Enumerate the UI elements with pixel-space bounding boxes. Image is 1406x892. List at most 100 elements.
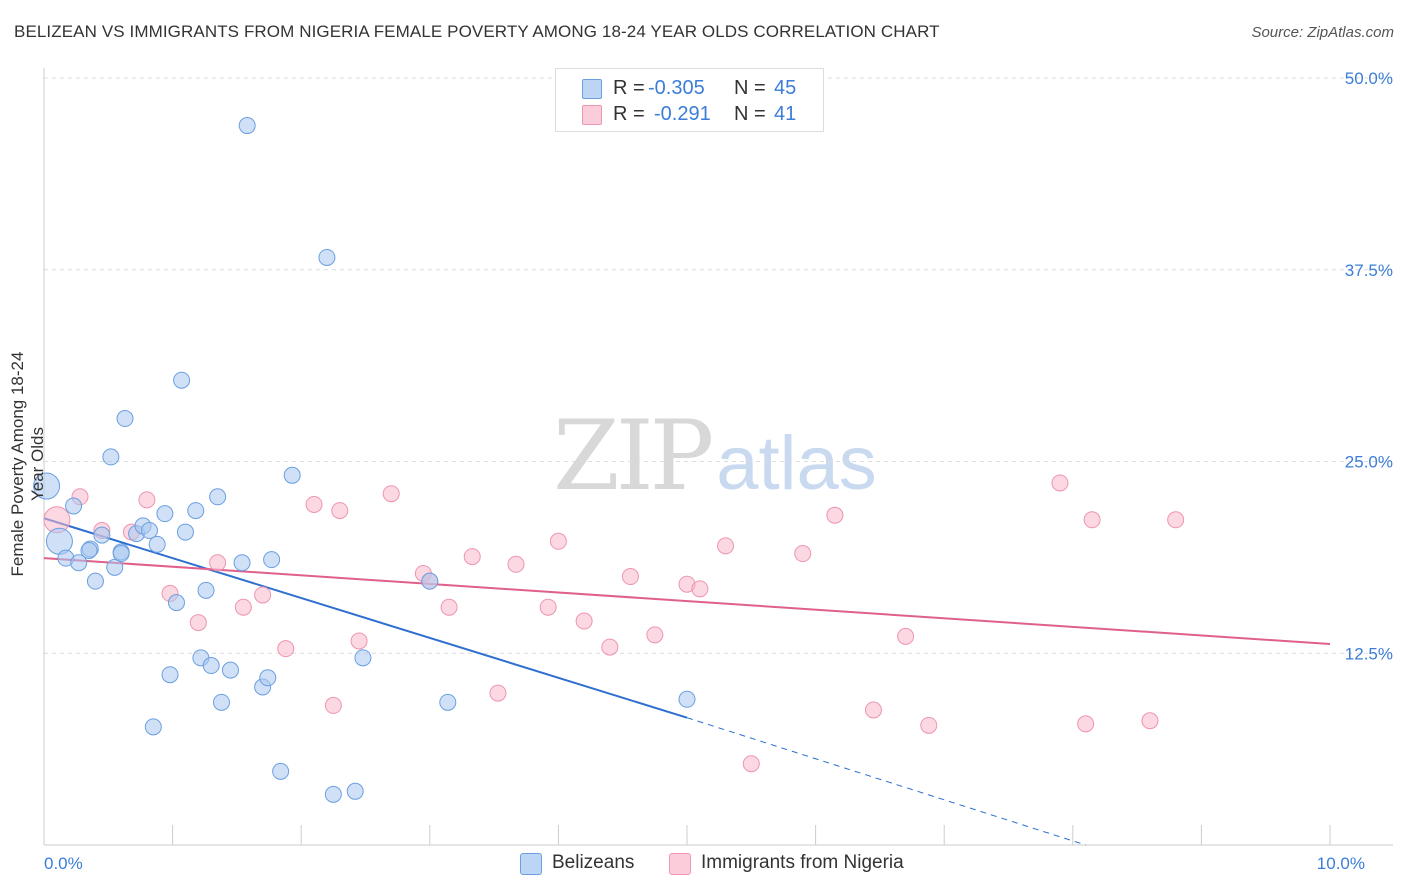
point-belizeans xyxy=(233,554,251,572)
point-nigeria xyxy=(1141,712,1159,730)
chart-title: BELIZEAN VS IMMIGRANTS FROM NIGERIA FEMA… xyxy=(14,22,940,41)
point-belizeans xyxy=(238,117,256,135)
point-belizeans xyxy=(439,693,457,711)
y-tick-label: 50.0% xyxy=(1345,69,1393,88)
point-belizeans xyxy=(140,522,158,540)
point-nigeria xyxy=(1077,715,1095,733)
point-nigeria xyxy=(539,598,557,616)
point-belizeans xyxy=(197,581,215,599)
point-nigeria xyxy=(277,640,295,658)
point-belizeans xyxy=(173,371,191,389)
point-belizeans xyxy=(144,718,162,736)
source-credit: Source: ZipAtlas.com xyxy=(1251,24,1394,41)
point-belizeans xyxy=(161,666,179,684)
legend-row-nigeria: R = -0.291 N = 41 xyxy=(556,103,823,127)
point-belizeans xyxy=(176,523,194,541)
point-nigeria xyxy=(549,532,567,550)
data-points xyxy=(33,117,1185,803)
point-belizeans xyxy=(86,572,104,590)
point-nigeria xyxy=(463,548,481,566)
point-belizeans xyxy=(421,572,439,590)
y-tick-label: 25.0% xyxy=(1345,453,1393,472)
point-belizeans xyxy=(259,669,277,687)
legend-n-label: N = xyxy=(734,103,766,125)
point-belizeans xyxy=(187,502,205,520)
point-belizeans xyxy=(283,466,301,484)
point-belizeans xyxy=(65,497,83,515)
axes xyxy=(43,68,1393,846)
point-nigeria xyxy=(440,598,458,616)
legend-r-value: -0.291 xyxy=(654,103,711,125)
trend-extension-belizeans xyxy=(686,717,1086,846)
point-belizeans xyxy=(324,785,342,803)
y-axis-label: Female Poverty Among 18-24 Year Olds xyxy=(8,351,47,577)
point-belizeans xyxy=(70,554,88,572)
watermark: ZIPatlas xyxy=(553,400,877,512)
point-belizeans xyxy=(202,657,220,675)
trend-line-belizeans xyxy=(43,517,688,719)
point-belizeans xyxy=(263,551,281,569)
point-nigeria xyxy=(826,506,844,524)
watermark-atlas: atlas xyxy=(716,421,877,506)
point-belizeans xyxy=(221,661,239,679)
legend-r-label: R = xyxy=(613,103,645,125)
legend-label-nigeria: Immigrants from Nigeria xyxy=(701,852,904,873)
point-nigeria xyxy=(350,632,368,650)
point-nigeria xyxy=(234,598,252,616)
legend-swatch-belizeans xyxy=(520,853,542,875)
legend-r-label: R = xyxy=(613,77,645,99)
point-belizeans xyxy=(93,526,111,544)
trend-lines xyxy=(43,517,1331,846)
point-belizeans xyxy=(272,762,290,780)
point-belizeans xyxy=(112,545,130,563)
point-belizeans xyxy=(678,690,696,708)
point-nigeria xyxy=(209,554,227,572)
legend-label-belizeans: Belizeans xyxy=(552,852,635,873)
point-nigeria xyxy=(920,716,938,734)
point-nigeria xyxy=(489,684,507,702)
watermark-zip: ZIP xyxy=(553,400,714,512)
series-legend: Belizeans Immigrants from Nigeria xyxy=(0,852,1406,878)
point-belizeans xyxy=(209,488,227,506)
point-belizeans xyxy=(33,472,61,500)
point-nigeria xyxy=(189,614,207,632)
legend-n-value: 45 xyxy=(774,77,797,99)
legend-n-value: 41 xyxy=(774,103,797,125)
point-belizeans xyxy=(318,248,336,266)
point-belizeans xyxy=(80,541,98,559)
point-belizeans xyxy=(346,782,364,800)
point-nigeria xyxy=(621,568,639,586)
point-belizeans xyxy=(148,535,166,553)
point-nigeria xyxy=(742,755,760,773)
point-belizeans xyxy=(106,558,124,576)
trend-line-nigeria xyxy=(43,557,1331,646)
correlation-legend: R = -0.305 N = 45 R = -0.291 N = 41 xyxy=(555,68,824,132)
point-nigeria xyxy=(1051,474,1069,492)
point-nigeria xyxy=(1167,511,1185,529)
point-belizeans xyxy=(102,448,120,466)
point-nigeria xyxy=(382,485,400,503)
point-nigeria xyxy=(897,627,915,645)
legend-swatch-nigeria xyxy=(582,105,602,125)
point-nigeria xyxy=(254,586,272,604)
point-nigeria xyxy=(794,545,812,563)
legend-swatch-belizeans xyxy=(582,79,602,99)
legend-n-label: N = xyxy=(734,77,766,99)
point-nigeria xyxy=(507,555,525,573)
point-belizeans xyxy=(212,693,230,711)
point-belizeans xyxy=(156,505,174,523)
y-tick-label: 37.5% xyxy=(1345,261,1393,280)
point-nigeria xyxy=(331,502,349,520)
point-belizeans xyxy=(167,594,185,612)
x-tick-label: 0.0% xyxy=(44,854,83,873)
point-nigeria xyxy=(575,612,593,630)
point-nigeria xyxy=(324,696,342,714)
legend-row-belizeans: R = -0.305 N = 45 xyxy=(556,77,823,101)
point-nigeria xyxy=(864,701,882,719)
point-nigeria xyxy=(601,638,619,656)
point-nigeria xyxy=(1083,511,1101,529)
legend-r-value: -0.305 xyxy=(648,77,705,99)
tick-labels: 12.5% 25.0% 37.5% 50.0% 0.0% 10.0% xyxy=(44,69,1393,873)
point-nigeria xyxy=(717,537,735,555)
